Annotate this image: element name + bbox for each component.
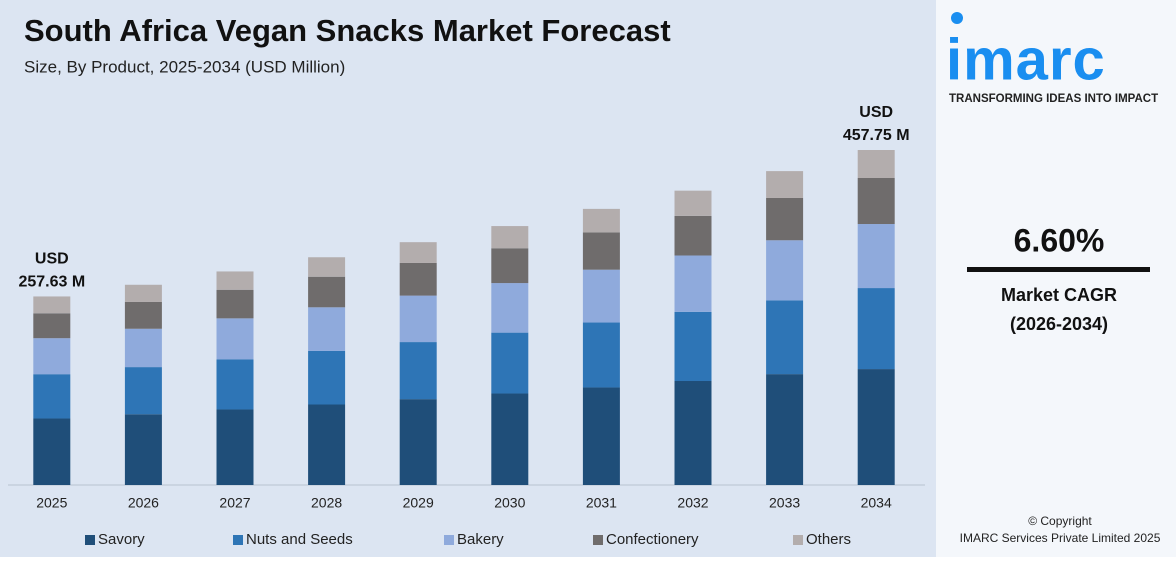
cagr-rule bbox=[967, 267, 1150, 272]
bar-segment bbox=[124, 328, 162, 368]
legend-swatch bbox=[233, 535, 243, 545]
total-label: USD bbox=[859, 104, 893, 121]
bar-segment bbox=[766, 300, 804, 375]
bar-segment bbox=[582, 322, 620, 388]
cagr-label: Market CAGR bbox=[1001, 285, 1117, 305]
bar-segment bbox=[308, 276, 346, 308]
bar-segment bbox=[399, 295, 437, 343]
bar-segment bbox=[766, 240, 804, 301]
bar-segment bbox=[857, 224, 895, 289]
bar-segment bbox=[766, 171, 804, 198]
bar-segment bbox=[33, 418, 71, 485]
total-label: 457.75 M bbox=[843, 127, 910, 144]
bar-segment bbox=[674, 190, 712, 216]
bar-segment bbox=[216, 289, 254, 319]
side-panel bbox=[936, 0, 1176, 557]
bar-segment bbox=[857, 177, 895, 225]
total-label: 257.63 M bbox=[18, 274, 85, 291]
x-tick-label: 2030 bbox=[494, 495, 525, 511]
legend-label: Nuts and Seeds bbox=[246, 531, 353, 548]
x-tick-label: 2025 bbox=[36, 495, 67, 511]
bar-segment bbox=[674, 215, 712, 256]
x-tick-label: 2027 bbox=[219, 495, 250, 511]
bar-segment bbox=[308, 404, 346, 485]
bar-segment bbox=[582, 208, 620, 233]
bar-segment bbox=[216, 318, 254, 360]
logo-dot bbox=[951, 12, 963, 24]
legend-swatch bbox=[444, 535, 454, 545]
bar-segment bbox=[308, 257, 346, 277]
bar-segment bbox=[33, 338, 71, 375]
bar-segment bbox=[766, 374, 804, 485]
x-tick-label: 2032 bbox=[677, 495, 708, 511]
chart-subtitle: Size, By Product, 2025-2034 (USD Million… bbox=[24, 57, 345, 76]
legend-swatch bbox=[793, 535, 803, 545]
bar-segment bbox=[399, 342, 437, 400]
bar-segment bbox=[399, 262, 437, 296]
x-tick-label: 2026 bbox=[128, 495, 159, 511]
bar-segment bbox=[674, 255, 712, 312]
legend-label: Confectionery bbox=[606, 531, 699, 548]
bar-segment bbox=[33, 296, 71, 314]
bar-segment bbox=[216, 271, 254, 290]
cagr-value: 6.60% bbox=[1014, 222, 1105, 258]
tagline: TRANSFORMING IDEAS INTO IMPACT bbox=[949, 93, 1158, 105]
legend-label: Bakery bbox=[457, 531, 504, 548]
bar-segment bbox=[766, 197, 804, 241]
bar-segment bbox=[491, 226, 529, 249]
legend-label: Savory bbox=[98, 531, 145, 548]
x-tick-label: 2031 bbox=[586, 495, 617, 511]
bar-segment bbox=[857, 369, 895, 485]
x-tick-label: 2034 bbox=[861, 495, 892, 511]
bar-segment bbox=[33, 374, 71, 419]
bar-segment bbox=[491, 332, 529, 394]
bar-segment bbox=[216, 359, 254, 410]
bar-segment bbox=[124, 414, 162, 485]
bar-segment bbox=[582, 269, 620, 323]
bar-segment bbox=[124, 367, 162, 415]
bar-segment bbox=[399, 242, 437, 263]
bar-segment bbox=[124, 284, 162, 302]
total-label: USD bbox=[35, 251, 69, 268]
bar-segment bbox=[33, 313, 71, 339]
logo: imarc bbox=[946, 27, 1106, 92]
x-tick-label: 2033 bbox=[769, 495, 800, 511]
bar-segment bbox=[308, 307, 346, 351]
bar-segment bbox=[857, 288, 895, 370]
bar-segment bbox=[582, 387, 620, 485]
bar-segment bbox=[491, 393, 529, 485]
x-tick-label: 2029 bbox=[403, 495, 434, 511]
company: IMARC Services Private Limited 2025 bbox=[960, 531, 1161, 545]
bar-segment bbox=[582, 232, 620, 270]
bar-segment bbox=[674, 311, 712, 382]
legend-swatch bbox=[85, 535, 95, 545]
bar-segment bbox=[308, 350, 346, 405]
bar-segment bbox=[857, 150, 895, 178]
legend-swatch bbox=[593, 535, 603, 545]
bar-segment bbox=[674, 381, 712, 485]
x-tick-label: 2028 bbox=[311, 495, 342, 511]
chart-title: South Africa Vegan Snacks Market Forecas… bbox=[24, 13, 671, 48]
cagr-period: (2026-2034) bbox=[1010, 314, 1108, 334]
copyright: © Copyright bbox=[1028, 514, 1092, 528]
bar-segment bbox=[216, 409, 254, 485]
bar-segment bbox=[124, 301, 162, 329]
legend-label: Others bbox=[806, 531, 851, 548]
bar-segment bbox=[491, 283, 529, 333]
bar-segment bbox=[399, 399, 437, 485]
bar-segment bbox=[491, 248, 529, 284]
